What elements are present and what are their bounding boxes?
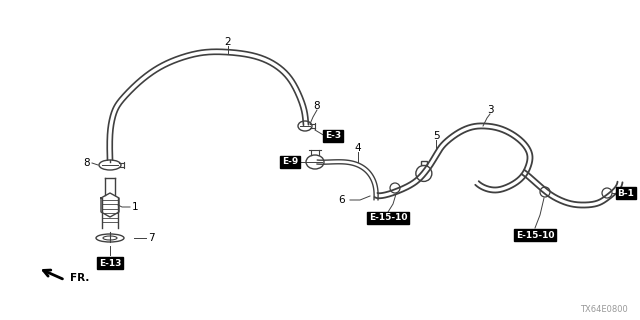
Text: E-13: E-13 [99, 259, 121, 268]
Text: 8: 8 [314, 101, 320, 111]
Circle shape [540, 187, 550, 197]
Ellipse shape [99, 160, 121, 170]
Text: FR.: FR. [70, 273, 90, 283]
Text: 2: 2 [225, 37, 231, 47]
Circle shape [390, 183, 400, 193]
Text: 8: 8 [83, 158, 90, 168]
Text: E-9: E-9 [282, 157, 298, 166]
Text: E-15-10: E-15-10 [516, 230, 554, 239]
Ellipse shape [298, 121, 312, 131]
Text: 7: 7 [148, 233, 155, 243]
Circle shape [602, 188, 612, 198]
Ellipse shape [103, 236, 117, 240]
Bar [421, 161, 427, 165]
Text: 4: 4 [355, 143, 362, 153]
Text: TX64E0800: TX64E0800 [580, 305, 628, 314]
Text: 6: 6 [339, 195, 346, 205]
Text: E-15-10: E-15-10 [369, 213, 407, 222]
Text: E-3: E-3 [325, 132, 341, 140]
Text: 3: 3 [486, 105, 493, 115]
Text: B-1: B-1 [618, 188, 634, 197]
Text: 5: 5 [433, 131, 439, 141]
Text: 1: 1 [132, 202, 139, 212]
Ellipse shape [96, 234, 124, 242]
Ellipse shape [306, 155, 324, 169]
